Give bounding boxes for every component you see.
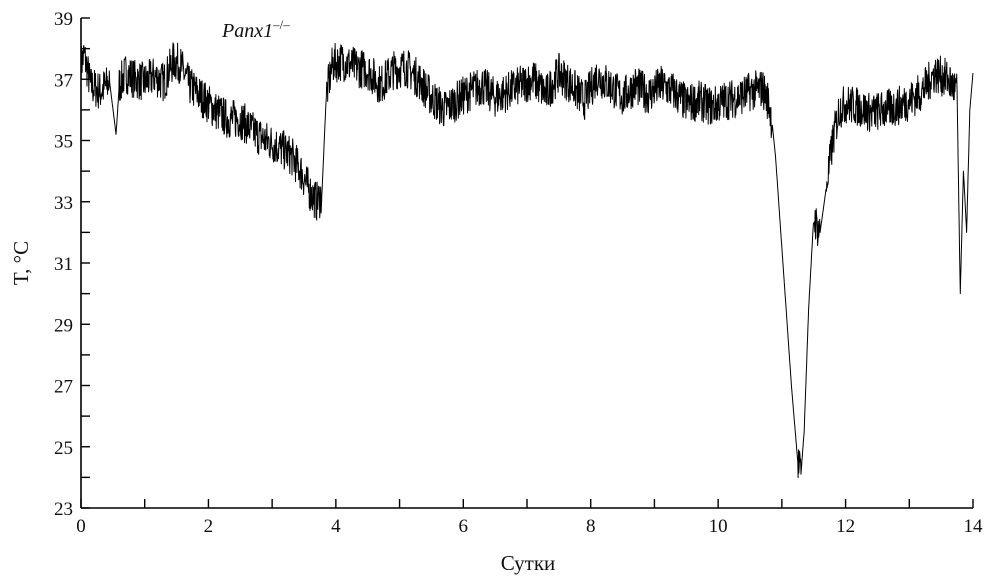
- y-tick-label: 37: [54, 70, 73, 91]
- x-tick-label: 2: [204, 516, 214, 537]
- x-tick-label: 0: [76, 516, 86, 537]
- y-tick-label: 29: [54, 315, 73, 336]
- ticks: [80, 17, 974, 509]
- tick-labels: 0 2 4 6 8 10 12 14 23 25 27 29 31 33 35 37 39: [54, 9, 983, 537]
- y-tick-label: 39: [54, 9, 73, 30]
- x-tick-label: 4: [331, 516, 341, 537]
- y-tick-label: 31: [54, 254, 73, 275]
- x-tick-label: 14: [964, 516, 984, 537]
- y-tick-label: 35: [54, 132, 73, 153]
- y-tick-label: 23: [54, 499, 73, 520]
- x-tick-label: 8: [586, 516, 596, 537]
- x-tick-label: 12: [836, 516, 855, 537]
- x-axis-title: Сутки: [501, 551, 556, 575]
- genotype-annotation-text: Panx1: [221, 20, 273, 42]
- y-axis-title: T, °C: [9, 241, 33, 285]
- genotype-annotation: Panx1–/–: [221, 17, 290, 42]
- series-layer: [80, 42, 974, 479]
- y-tick-label: 25: [54, 438, 73, 459]
- x-tick-label: 6: [459, 516, 469, 537]
- y-tick-label: 33: [54, 193, 73, 214]
- x-tick-label: 10: [709, 516, 728, 537]
- temperature-series-line: [80, 42, 974, 479]
- genotype-annotation-superscript: –/–: [272, 17, 290, 32]
- y-tick-label: 27: [54, 377, 73, 398]
